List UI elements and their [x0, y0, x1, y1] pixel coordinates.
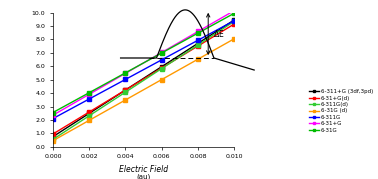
6-31+G	[123, 72, 128, 74]
6-311G(d)	[196, 44, 200, 46]
6-311G(d)	[51, 138, 55, 141]
6-311+G (3df,3pd)	[123, 89, 128, 91]
6-31+G	[232, 9, 237, 12]
Text: Electric Field: Electric Field	[119, 165, 168, 174]
6-311G(d)	[160, 67, 164, 70]
Line: 6-311G: 6-311G	[51, 19, 236, 120]
6-31G (d)	[123, 99, 128, 101]
6-311G	[87, 98, 91, 100]
6-31G	[87, 92, 91, 94]
6-31+G(d)	[87, 111, 91, 113]
Text: $\Delta$E: $\Delta$E	[212, 28, 224, 39]
6-31+G(d)	[160, 67, 164, 69]
6-311G(d)	[232, 20, 237, 22]
6-31G	[51, 112, 55, 114]
Line: 6-311G(d): 6-311G(d)	[51, 20, 236, 141]
6-31+G(d)	[196, 45, 200, 47]
6-311G	[51, 117, 55, 120]
6-311+G (3df,3pd)	[232, 19, 237, 21]
6-31+G	[51, 114, 55, 116]
6-31+G	[87, 93, 91, 95]
6-311+G (3df,3pd)	[160, 66, 164, 68]
6-31G (d)	[196, 58, 200, 60]
6-311G	[196, 39, 200, 41]
Legend: 6-311+G (3df,3pd), 6-31+G(d), 6-311G(d), 6-31G (d), 6-311G, 6-31+G, 6-31G: 6-311+G (3df,3pd), 6-31+G(d), 6-311G(d),…	[306, 87, 375, 135]
6-31G	[196, 32, 200, 34]
6-31+G(d)	[51, 133, 55, 135]
6-31+G	[160, 51, 164, 54]
Line: 6-31G (d): 6-31G (d)	[51, 37, 236, 142]
6-31G	[160, 52, 164, 54]
6-311G	[160, 59, 164, 61]
6-31+G(d)	[123, 89, 128, 91]
6-311G(d)	[87, 115, 91, 117]
6-31G	[123, 72, 128, 74]
6-311G	[123, 78, 128, 81]
Line: 6-31+G: 6-31+G	[51, 9, 236, 117]
6-31G	[232, 12, 237, 14]
Text: (au): (au)	[136, 174, 151, 179]
6-311G	[232, 20, 237, 22]
6-31G (d)	[232, 38, 237, 40]
6-31G (d)	[160, 78, 164, 81]
Line: 6-311+G (3df,3pd): 6-311+G (3df,3pd)	[51, 18, 236, 138]
Line: 6-31+G(d): 6-31+G(d)	[51, 22, 236, 136]
6-31+G(d)	[232, 23, 237, 25]
6-31G (d)	[87, 119, 91, 121]
6-311+G (3df,3pd)	[51, 136, 55, 138]
6-31+G	[196, 30, 200, 33]
Line: 6-31G: 6-31G	[51, 11, 236, 114]
6-31G (d)	[51, 140, 55, 142]
6-311+G (3df,3pd)	[87, 112, 91, 114]
6-311+G (3df,3pd)	[196, 42, 200, 44]
6-311G(d)	[123, 91, 128, 93]
